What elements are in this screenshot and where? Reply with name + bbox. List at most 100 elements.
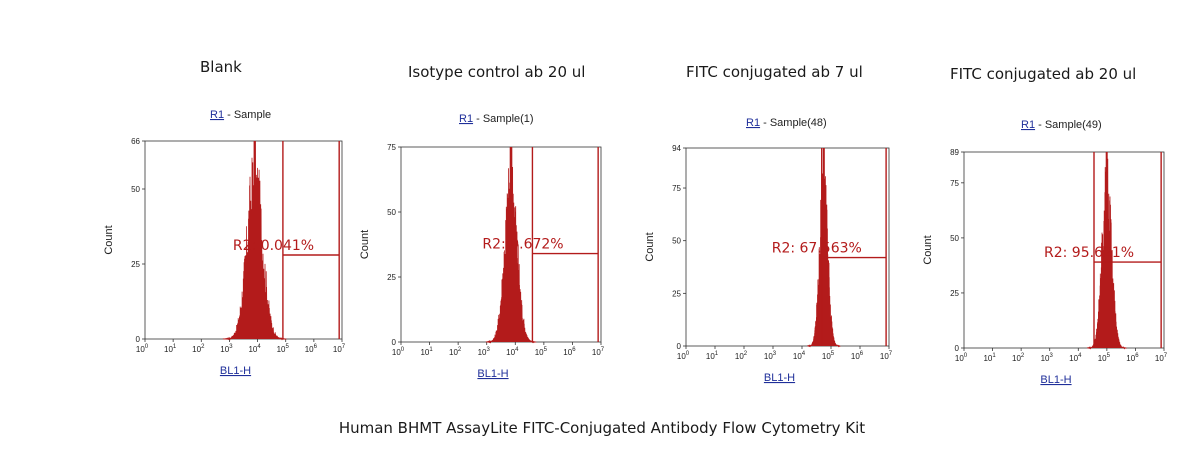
- plot-frame: [963, 151, 1165, 349]
- y-tick-label: 0: [677, 342, 682, 351]
- x-tick-exponent: 6: [314, 344, 318, 350]
- y-tick-label: 50: [131, 185, 140, 194]
- x-axis-label[interactable]: BL1-H: [1040, 374, 1071, 386]
- y-axis-label: Count: [359, 230, 371, 259]
- x-tick-label: 102: [192, 344, 205, 354]
- x-tick-label: 107: [880, 351, 893, 361]
- y-axis-label: Count: [922, 235, 934, 264]
- y-tick-label: 75: [672, 184, 681, 193]
- panel-title-3: FITC conjugated ab 7 ul: [686, 63, 863, 81]
- x-tick-label: 106: [1126, 353, 1139, 363]
- x-tick-exponent: 6: [860, 351, 864, 357]
- x-tick-exponent: 7: [342, 344, 346, 350]
- x-tick-exponent: 6: [572, 347, 576, 353]
- x-tick-exponent: 4: [257, 344, 261, 350]
- gate-percent-label: R2: 0.041%: [233, 238, 314, 254]
- gate-percent-label: R2: 95.621%: [1044, 245, 1134, 261]
- x-axis-label[interactable]: BL1-H: [764, 372, 795, 384]
- x-tick-label: 103: [1041, 353, 1054, 363]
- x-tick-exponent: 1: [992, 353, 996, 359]
- panel-title-1: Blank: [200, 58, 242, 76]
- x-tick-label: 102: [1012, 353, 1025, 363]
- x-tick-exponent: 5: [544, 347, 548, 353]
- x-tick-label: 105: [1098, 353, 1111, 363]
- x-tick-label: 102: [449, 347, 462, 357]
- plot-frame: [685, 147, 890, 347]
- x-tick-exponent: 3: [1049, 353, 1053, 359]
- x-axis-label[interactable]: BL1-H: [220, 365, 251, 377]
- y-tick-label: 75: [387, 143, 396, 152]
- x-tick-label: 101: [706, 351, 719, 361]
- sample-name: - Sample: [224, 109, 271, 121]
- y-tick-label: 25: [672, 289, 681, 298]
- sample-name: - Sample(1): [473, 113, 534, 125]
- figure-caption: Human BHMT AssayLite FITC-Conjugated Ant…: [338, 419, 866, 437]
- x-tick-exponent: 7: [889, 351, 893, 357]
- x-tick-label: 101: [164, 344, 177, 354]
- x-tick-exponent: 2: [458, 347, 462, 353]
- x-tick-exponent: 5: [831, 351, 835, 357]
- x-tick-exponent: 4: [802, 351, 806, 357]
- x-tick-exponent: 0: [145, 344, 149, 350]
- x-tick-exponent: 7: [1164, 353, 1168, 359]
- subtitle: R1 - Sample(1): [459, 113, 534, 125]
- y-tick-label: 0: [955, 344, 960, 353]
- y-tick-label: 94: [672, 144, 681, 153]
- x-tick-label: 100: [136, 344, 149, 354]
- sample-name: - Sample(49): [1035, 119, 1102, 131]
- x-tick-label: 103: [220, 344, 233, 354]
- y-tick-label: 0: [392, 338, 397, 347]
- gate-percent-label: R2: 67.563%: [772, 241, 862, 257]
- histogram-trace: [222, 140, 287, 341]
- x-tick-label: 102: [735, 351, 748, 361]
- x-tick-exponent: 0: [401, 347, 405, 353]
- histogram-trace: [485, 146, 537, 344]
- x-tick-exponent: 6: [1135, 353, 1139, 359]
- x-tick-label: 100: [677, 351, 690, 361]
- y-tick-label: 25: [387, 273, 396, 282]
- x-tick-label: 104: [793, 351, 806, 361]
- x-tick-exponent: 3: [773, 351, 777, 357]
- x-tick-label: 105: [535, 347, 548, 357]
- y-tick-label: 50: [387, 208, 396, 217]
- x-tick-label: 103: [478, 347, 491, 357]
- x-tick-exponent: 4: [515, 347, 519, 353]
- y-tick-label: 89: [950, 148, 959, 157]
- r1-region-link[interactable]: R1: [1021, 119, 1035, 131]
- x-tick-label: 107: [333, 344, 346, 354]
- y-tick-label: 50: [672, 237, 681, 246]
- y-tick-label: 0: [136, 335, 141, 344]
- r1-region-link[interactable]: R1: [746, 117, 760, 129]
- subtitle: R1 - Sample: [210, 109, 271, 121]
- subtitle: R1 - Sample(49): [1021, 119, 1102, 131]
- r1-region-link[interactable]: R1: [459, 113, 473, 125]
- x-tick-exponent: 2: [1021, 353, 1025, 359]
- x-tick-label: 100: [392, 347, 405, 357]
- y-tick-label: 25: [950, 289, 959, 298]
- subtitle: R1 - Sample(48): [746, 117, 827, 129]
- histogram-trace: [807, 147, 841, 348]
- x-tick-label: 106: [305, 344, 318, 354]
- x-tick-label: 104: [506, 347, 519, 357]
- panel-title-4: FITC conjugated ab 20 ul: [950, 65, 1137, 83]
- y-axis-label: Count: [644, 232, 656, 261]
- x-tick-exponent: 1: [173, 344, 177, 350]
- x-axis-label[interactable]: BL1-H: [477, 368, 508, 380]
- r1-region-link[interactable]: R1: [210, 109, 224, 121]
- y-tick-label: 66: [131, 137, 140, 146]
- x-tick-exponent: 3: [229, 344, 233, 350]
- gate-percent-label: R2: 0.672%: [482, 237, 563, 253]
- x-tick-exponent: 5: [285, 344, 289, 350]
- x-tick-exponent: 1: [715, 351, 719, 357]
- x-tick-label: 105: [277, 344, 290, 354]
- x-tick-exponent: 5: [1107, 353, 1111, 359]
- x-tick-label: 104: [248, 344, 261, 354]
- x-tick-label: 106: [851, 351, 864, 361]
- x-tick-label: 105: [822, 351, 835, 361]
- x-tick-label: 106: [563, 347, 576, 357]
- x-tick-label: 101: [983, 353, 996, 363]
